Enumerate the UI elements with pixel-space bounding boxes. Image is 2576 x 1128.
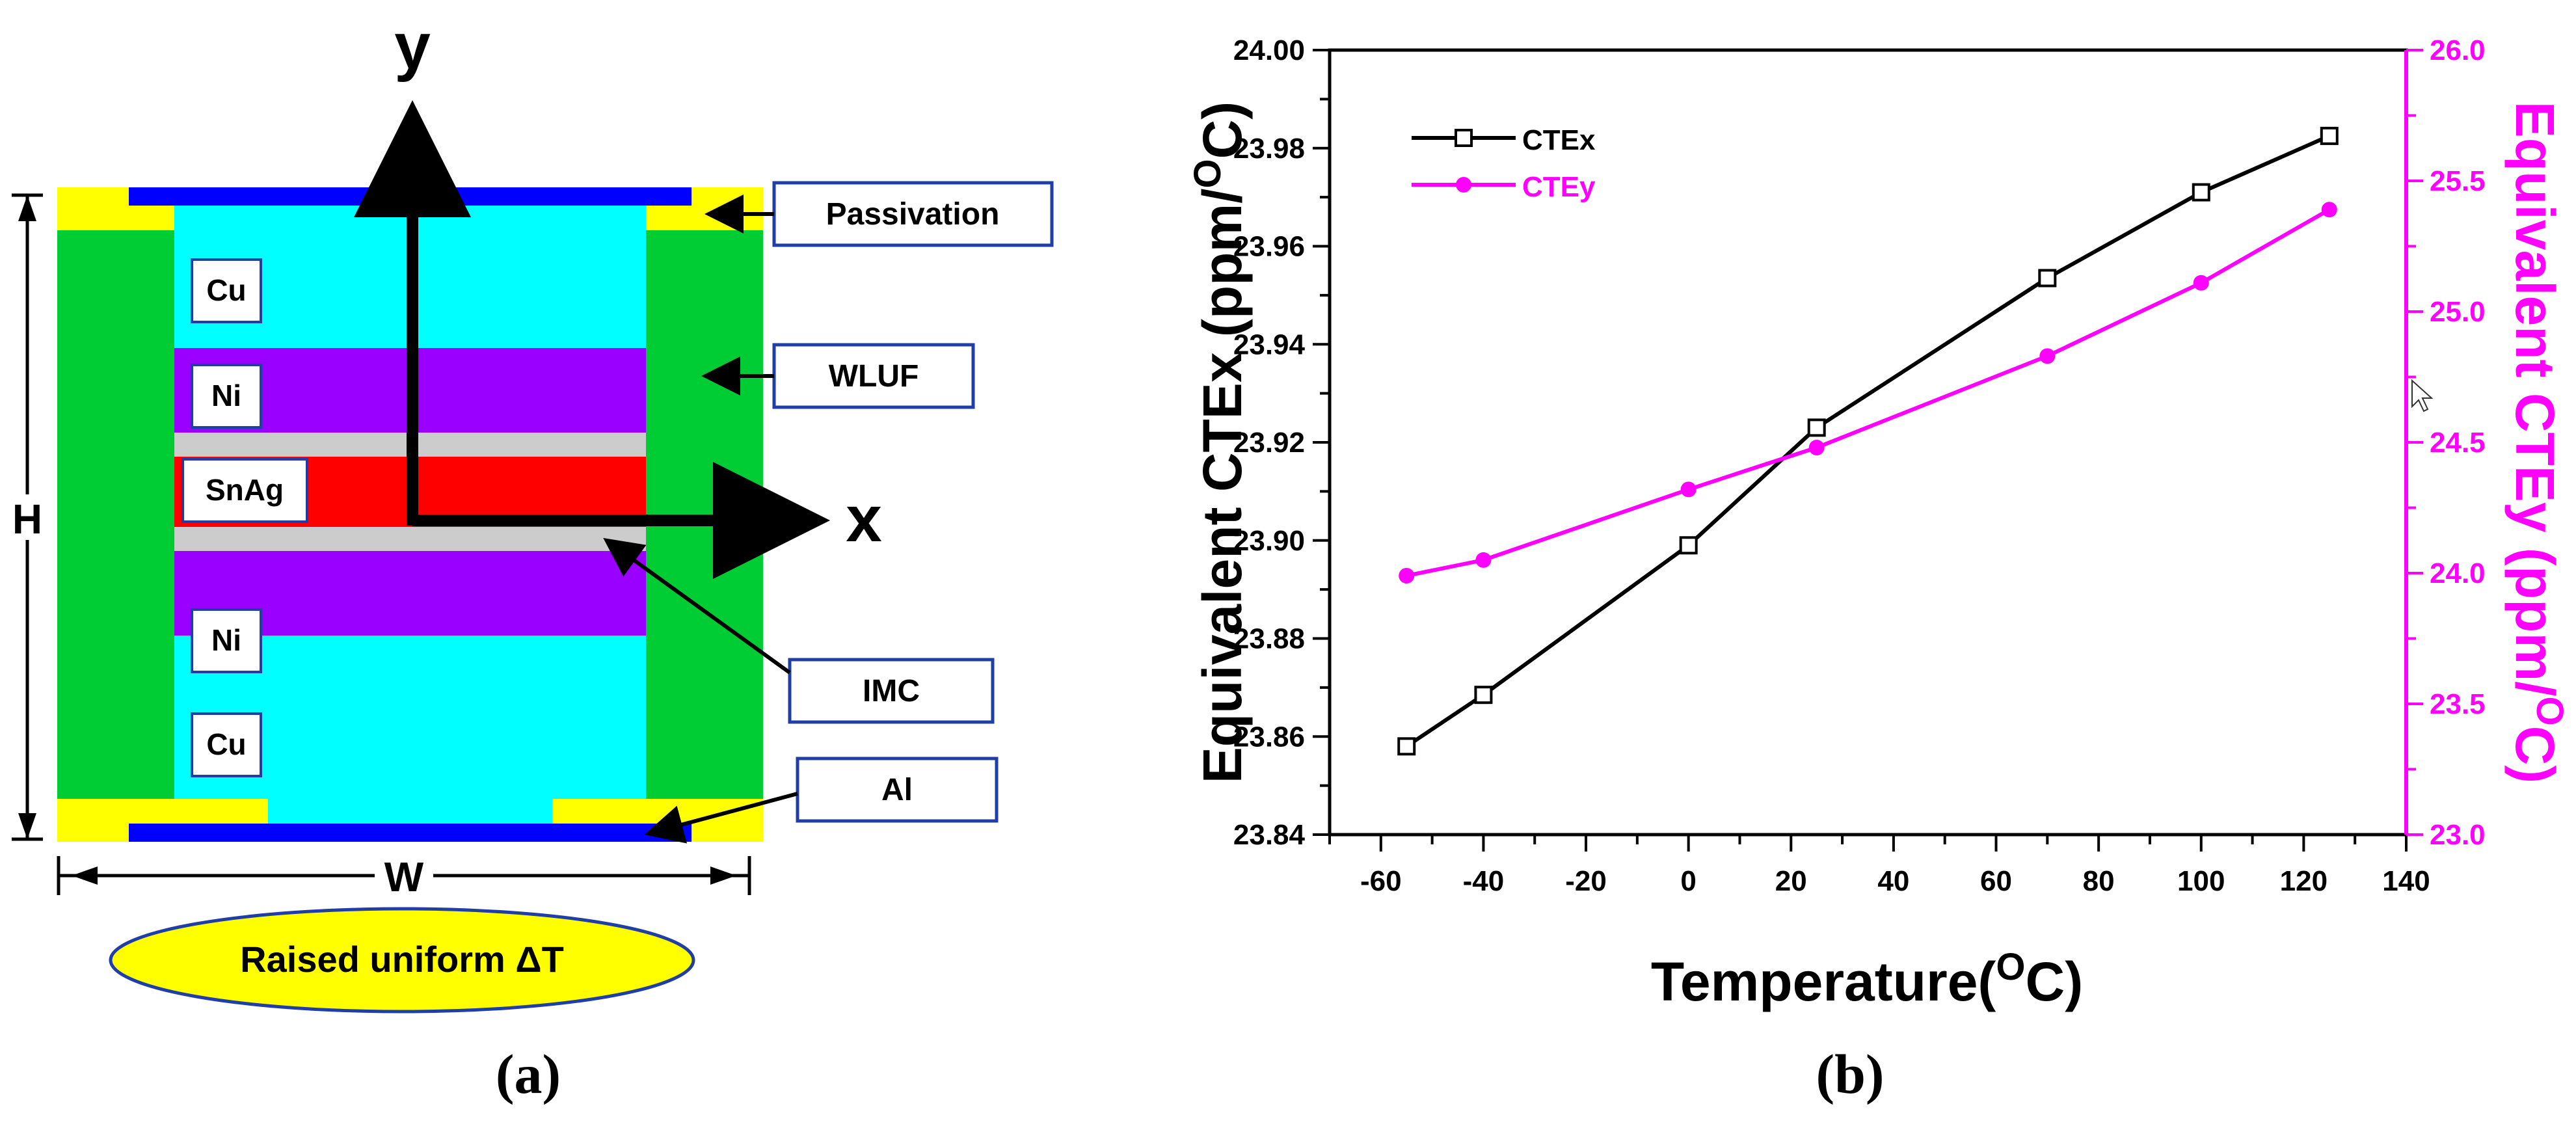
al-callout: Al — [881, 773, 913, 807]
imc-callout-box — [788, 658, 995, 724]
cu-bottom-label-box — [191, 712, 262, 777]
point-ctey — [1808, 440, 1825, 456]
cu-top-label: Cu — [206, 273, 246, 307]
x-tick-label: 40 — [1877, 865, 1909, 897]
wluf-callout-box — [772, 343, 975, 409]
pad-bottom — [129, 824, 691, 842]
y-left-tick-label: 23.90 — [1233, 525, 1305, 557]
x-axis-title: Temperature(OC) — [1651, 946, 2083, 1012]
point-ctex — [1474, 686, 1493, 705]
point-ctey — [2321, 202, 2337, 218]
x-tick-label: 100 — [2177, 865, 2225, 897]
y-right-tick-label: 25.5 — [2430, 165, 2486, 197]
y-ticks-left: 23.84 23.86 23.88 23.90 23.92 23.94 23.96 23.98… — [1233, 34, 1330, 851]
imc-callout: IMC — [863, 674, 920, 708]
y-left-tick-label: 23.92 — [1233, 427, 1305, 459]
y-left-tick-label: 24.00 — [1233, 34, 1305, 66]
cu-bottom-neck — [268, 799, 552, 825]
y-left-tick-label: 23.88 — [1233, 623, 1305, 655]
x-tick-label: -60 — [1360, 865, 1402, 897]
legend-ctey-label: CTEy — [1522, 171, 1596, 203]
al-callout-box — [796, 757, 999, 823]
w-dim-arrow-left — [72, 866, 98, 885]
x-tick-label: 120 — [2280, 865, 2328, 897]
h-dim-arrow-bottom — [18, 813, 36, 839]
y-left-tick-label: 23.98 — [1233, 133, 1305, 165]
mouse-cursor-icon — [2411, 379, 2434, 412]
h-dimension-label: H — [12, 496, 42, 543]
legend-ctey-marker — [1456, 177, 1471, 193]
legend-ctex-marker — [1455, 129, 1473, 147]
panel-a: Cu Ni SnAg Ni Cu y x Passivation WLUF IM… — [9, 10, 1054, 1105]
y-left-tick-label: 23.84 — [1233, 819, 1306, 851]
h-dim-arrow-top — [18, 195, 36, 221]
point-ctex — [2320, 126, 2339, 145]
point-ctex — [2038, 269, 2057, 288]
w-dim-label-bg — [375, 852, 433, 899]
al-pointer — [644, 792, 798, 844]
x-tick-label: 60 — [1980, 865, 2012, 897]
w-dim-arrow-right — [710, 866, 736, 885]
h-dim-label-bg — [9, 494, 46, 540]
x-tick-label: 80 — [2083, 865, 2115, 897]
y-right-tick-label: 23.5 — [2430, 688, 2486, 720]
point-ctex — [1807, 418, 1826, 437]
ni-bottom-label: Ni — [211, 623, 241, 657]
x-tick-label: 0 — [1680, 865, 1696, 897]
y-left-tick-label: 23.86 — [1233, 721, 1305, 753]
y-axis-label: y — [394, 10, 431, 83]
point-ctey — [1475, 552, 1492, 568]
passivation-callout-box — [772, 181, 1054, 247]
wluf-left — [57, 230, 174, 799]
caption-b: (b) — [1816, 1043, 1884, 1105]
imc-pointer — [603, 537, 791, 675]
caption-a: (a) — [496, 1043, 561, 1105]
legend-ctex-label: CTEx — [1522, 124, 1596, 156]
y-left-tick-label: 23.96 — [1233, 231, 1305, 263]
panel-b: -60 -40 -20 0 20 40 60 80 100 120 140 23.8423.8623… — [1187, 34, 2571, 1105]
load-label: Raised uniform ΔT — [240, 939, 564, 980]
y-ticks-right: 23.0 23.5 24.0 24.5 25.0 25.5 26.0 — [2406, 34, 2486, 851]
point-ctey — [2039, 348, 2056, 364]
y-axis-left-title: Equivalent CTEx (ppm/OC) — [1187, 101, 1253, 784]
point-ctey — [1399, 568, 1415, 584]
cu-top-label-box — [191, 258, 262, 323]
point-ctey — [1680, 481, 1697, 498]
point-ctey — [2193, 275, 2209, 291]
y-right-tick-label: 26.0 — [2430, 34, 2486, 66]
x-axis-label: x — [846, 483, 882, 556]
ni-bottom-label-box — [191, 608, 262, 673]
x-tick-label: -20 — [1565, 865, 1607, 897]
cu-bottom-label: Cu — [206, 727, 246, 761]
series-layer — [1397, 126, 2339, 756]
snag-label-box — [181, 458, 308, 523]
x-tick-label: 20 — [1775, 865, 1807, 897]
x-tick-label: -40 — [1463, 865, 1505, 897]
x-tick-label: 140 — [2382, 865, 2430, 897]
x-ticks: -60 -40 -20 0 20 40 60 80 100 120 140 — [1328, 835, 2430, 897]
plot-frame — [1328, 48, 2408, 837]
point-ctex — [1397, 737, 1416, 756]
y-right-tick-label: 24.0 — [2430, 557, 2486, 589]
ni-top-label-box — [191, 364, 262, 429]
w-dimension-label: W — [384, 853, 424, 900]
y-left-tick-label: 23.94 — [1233, 329, 1306, 360]
passivation-callout: Passivation — [826, 197, 1000, 232]
y-axis-right-title: Equivalent CTEy (ppm/OC) — [2504, 101, 2571, 784]
ni-top-label: Ni — [211, 379, 241, 412]
y-right-tick-label: 23.0 — [2430, 819, 2486, 851]
y-right-tick-label: 25.0 — [2430, 296, 2486, 328]
point-ctex — [1679, 536, 1698, 555]
point-ctex — [2192, 183, 2210, 202]
snag-label: SnAg — [206, 473, 284, 507]
y-right-tick-label: 24.5 — [2430, 427, 2486, 459]
load-ellipse — [109, 907, 695, 1014]
wluf-callout: WLUF — [829, 359, 919, 394]
legend: CTEx CTEy — [1412, 124, 1596, 203]
imc-bottom-layer — [174, 527, 646, 551]
